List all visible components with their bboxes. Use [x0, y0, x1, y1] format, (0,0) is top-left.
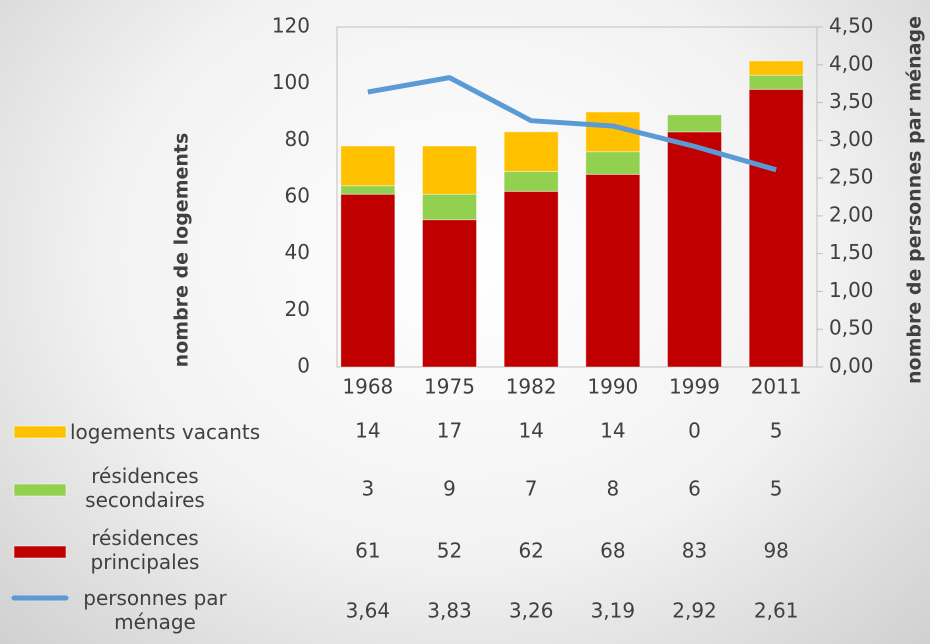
plot-area — [336, 26, 818, 368]
legend-label: logements vacants — [70, 420, 261, 444]
table-cell: 3 — [361, 477, 374, 501]
x-tick-label: 1968 — [342, 375, 393, 399]
table-cell: 62 — [518, 539, 543, 563]
y-axis-title: nombre de logements — [171, 133, 193, 368]
bar-segment — [585, 151, 641, 175]
bar-segment — [667, 131, 722, 368]
table-cell: 3,83 — [427, 599, 472, 623]
y-tick-label: 80 — [285, 127, 310, 151]
y2-tick-label: 4,00 — [829, 51, 874, 75]
bar-segment — [503, 190, 559, 368]
table-cell: 2,61 — [754, 599, 799, 623]
y-tick-label: 40 — [285, 240, 310, 264]
y2-tick-label: 0,00 — [829, 354, 874, 378]
table-cell: 52 — [437, 539, 462, 563]
bar-segment — [340, 145, 396, 187]
bar-segment — [667, 114, 722, 133]
table-cell: 2,92 — [672, 599, 717, 623]
table-cell: 3,64 — [346, 599, 391, 623]
y2-tick-label: 0,50 — [829, 316, 874, 340]
table-cell: 3,26 — [509, 599, 554, 623]
line-series — [367, 75, 777, 173]
y-tick-label: 120 — [272, 14, 310, 38]
bar-segment — [585, 173, 641, 368]
table-cell: 9 — [443, 477, 456, 501]
bar-segment — [422, 219, 477, 368]
y2-tick-label: 3,50 — [829, 89, 874, 113]
bar-segment — [340, 193, 396, 368]
y2-tick-label: 2,50 — [829, 165, 874, 189]
x-tick-label: 1982 — [506, 375, 557, 399]
bar-segment — [422, 145, 477, 195]
table-cell: 6 — [688, 477, 701, 501]
y-tick-label: 60 — [285, 184, 310, 208]
bar-segment — [748, 74, 804, 90]
legend-label: résidences principales — [90, 526, 200, 574]
y2-axis-title: nombre de personnes par ménage — [904, 16, 926, 384]
x-tick-label: 1975 — [424, 375, 475, 399]
legend-label: personnes par ménage — [83, 586, 227, 634]
table-cell: 83 — [682, 539, 707, 563]
y2-tick-label: 2,00 — [829, 202, 874, 226]
y-tick-label: 0 — [297, 354, 310, 378]
legend-swatch — [13, 425, 67, 439]
table-cell: 14 — [518, 419, 543, 443]
table-cell: 0 — [688, 419, 701, 443]
table-cell: 5 — [770, 419, 783, 443]
y2-tick-label: 1,50 — [829, 240, 874, 264]
bar-segment — [422, 193, 477, 221]
table-cell: 14 — [355, 419, 380, 443]
table-cell: 5 — [770, 477, 783, 501]
table-cell: 61 — [355, 539, 380, 563]
bar-segment — [748, 88, 804, 368]
table-cell: 3,19 — [591, 599, 636, 623]
bar-segment — [503, 131, 559, 172]
y-tick-label: 20 — [285, 297, 310, 321]
x-tick-label: 2011 — [751, 375, 802, 399]
legend-swatch — [13, 483, 67, 497]
table-cell: 7 — [525, 477, 538, 501]
legend-label: résidences secondaires — [85, 464, 205, 512]
bar-segment — [748, 60, 804, 76]
table-cell: 14 — [600, 419, 625, 443]
bar-segment — [340, 185, 396, 195]
table-cell: 8 — [606, 477, 619, 501]
x-tick-label: 1999 — [669, 375, 720, 399]
y2-tick-label: 3,00 — [829, 127, 874, 151]
x-tick-label: 1990 — [587, 375, 638, 399]
legend-swatch — [13, 545, 67, 559]
table-cell: 17 — [437, 419, 462, 443]
y2-tick-label: 4,50 — [829, 14, 874, 38]
bar-segment — [503, 171, 559, 192]
table-cell: 98 — [763, 539, 788, 563]
table-cell: 68 — [600, 539, 625, 563]
y2-tick-label: 1,00 — [829, 278, 874, 302]
y-tick-label: 100 — [272, 70, 310, 94]
